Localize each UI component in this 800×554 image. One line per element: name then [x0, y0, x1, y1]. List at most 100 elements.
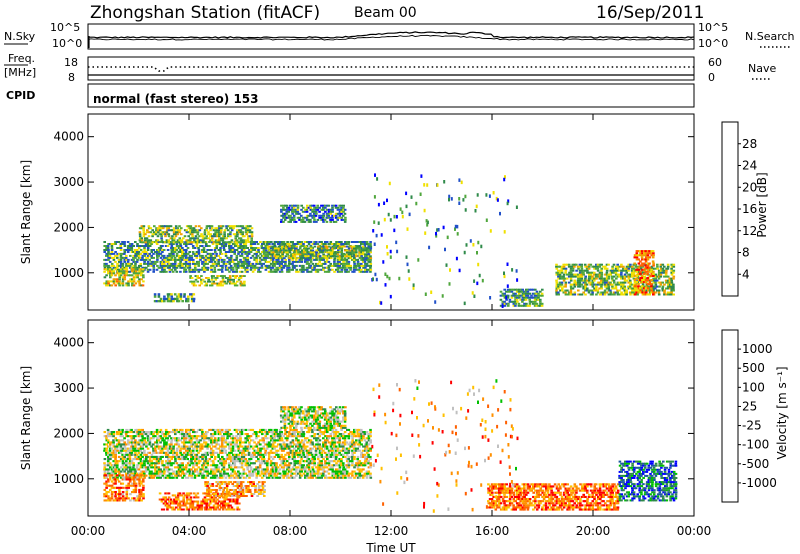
heatmap-cell — [264, 264, 268, 267]
heatmap-cell — [166, 233, 169, 236]
heatmap-cell — [230, 229, 234, 232]
heatmap-cell — [251, 428, 255, 431]
heatmap-cell — [571, 287, 575, 290]
heatmap-cell — [246, 453, 250, 456]
heatmap-cell — [211, 460, 215, 463]
heatmap-cell — [503, 230, 506, 234]
heatmap-cell — [206, 451, 210, 454]
heatmap-cell — [184, 264, 188, 267]
heatmap-cell — [503, 271, 505, 275]
heatmap-cell — [561, 287, 564, 290]
heatmap-cell — [220, 476, 224, 479]
heatmap-cell — [353, 251, 356, 254]
heatmap-cell — [125, 431, 128, 434]
heatmap-cell — [605, 281, 609, 284]
heatmap-cell — [152, 268, 156, 271]
heatmap-cell — [143, 458, 146, 461]
heatmap-cell — [327, 212, 330, 215]
heatmap-cell — [235, 443, 238, 446]
heatmap-cell — [231, 453, 235, 456]
heatmap-cell — [203, 470, 206, 473]
heatmap-cell — [165, 270, 168, 273]
heatmap-cell — [148, 476, 152, 479]
heatmap-cell — [358, 256, 362, 259]
heatmap-cell — [153, 231, 156, 234]
heatmap-cell — [343, 245, 347, 248]
heatmap-cell — [157, 439, 161, 442]
heatmap-cell — [352, 258, 356, 261]
heatmap-cell — [172, 297, 175, 301]
heatmap-cell — [587, 263, 591, 266]
heatmap-cell — [215, 277, 219, 279]
heatmap-cell — [242, 470, 246, 473]
heatmap-cell — [219, 470, 222, 473]
heatmap-cell — [229, 256, 233, 259]
heatmap-cell — [488, 194, 491, 198]
heatmap-cell — [515, 298, 519, 301]
heatmap-cell — [503, 300, 506, 303]
heatmap-cell — [214, 227, 217, 230]
heatmap-cell — [327, 256, 331, 259]
heatmap-cell — [345, 245, 349, 248]
heatmap-cell — [136, 449, 139, 452]
heatmap-cell — [130, 462, 134, 465]
heatmap-cell — [242, 476, 246, 479]
heatmap-cell — [110, 251, 114, 253]
heatmap-cell — [189, 231, 192, 234]
heatmap-cell — [255, 251, 259, 253]
heatmap-cell — [639, 254, 642, 257]
heatmap-cell — [215, 451, 219, 454]
heatmap-cell — [161, 462, 164, 465]
heatmap-cell — [172, 264, 175, 267]
heatmap-cell — [204, 451, 208, 454]
heatmap-cell — [526, 292, 530, 295]
heatmap-cell — [196, 229, 200, 232]
heatmap-cell — [229, 266, 233, 269]
heatmap-cell — [188, 472, 192, 475]
heatmap-cell — [223, 235, 227, 238]
heatmap-cell — [369, 264, 372, 267]
heatmap-cell — [201, 256, 204, 259]
heatmap-cell — [219, 282, 223, 285]
heatmap-cell — [627, 287, 631, 290]
heatmap-cell — [650, 283, 653, 286]
heatmap-cell — [157, 266, 161, 269]
heatmap-cell — [159, 245, 163, 247]
heatmap-cell — [155, 460, 159, 463]
heatmap-cell — [565, 277, 569, 280]
heatmap-cell — [281, 255, 284, 258]
heatmap-cell — [239, 254, 242, 257]
heatmap-cell — [200, 241, 203, 244]
heatmap-cell — [210, 227, 214, 230]
heatmap-cell — [515, 205, 518, 209]
heatmap-cell — [264, 255, 268, 258]
heatmap-cell — [166, 464, 170, 467]
heatmap-cell — [241, 275, 244, 277]
heatmap-cell — [616, 269, 619, 272]
heatmap-cell — [336, 268, 340, 271]
heatmap-cell — [659, 281, 662, 284]
heatmap-cell — [320, 257, 324, 260]
heatmap-cell — [255, 449, 258, 452]
heatmap-cell — [211, 472, 215, 475]
heatmap-cell — [291, 241, 294, 243]
heatmap-cell — [119, 245, 122, 247]
heatmap-cell — [642, 279, 646, 282]
heatmap-cell — [130, 451, 134, 454]
heatmap-cell — [151, 229, 154, 232]
heatmap-cell — [115, 466, 119, 469]
heatmap-cell — [531, 288, 535, 291]
heatmap-cell — [361, 245, 365, 248]
heatmap-cell — [586, 287, 589, 290]
heatmap-cell — [160, 237, 163, 240]
heatmap-cell — [282, 206, 285, 209]
heatmap-cell — [193, 435, 197, 438]
heatmap-cell — [229, 458, 233, 461]
heatmap-cell — [262, 256, 266, 259]
heatmap-cell — [204, 466, 208, 469]
heatmap-cell — [611, 269, 614, 272]
heatmap-cell — [217, 262, 220, 265]
heatmap-cell — [194, 445, 197, 448]
heatmap-cell — [103, 468, 106, 471]
heatmap-cell — [297, 260, 300, 263]
